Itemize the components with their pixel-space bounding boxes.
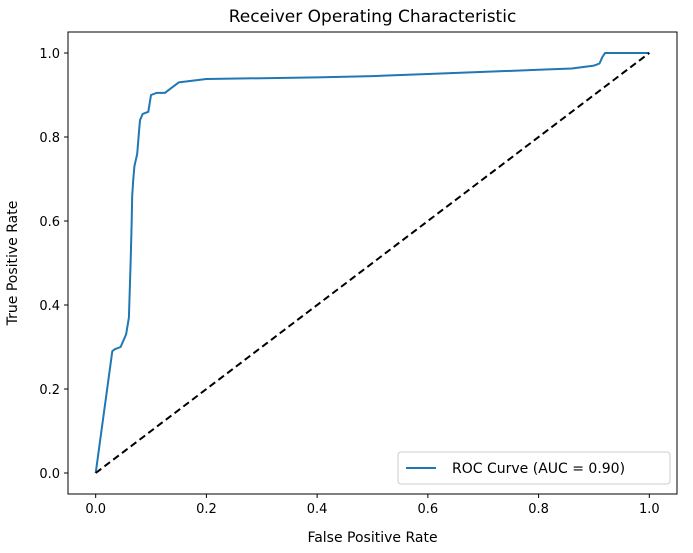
x-axis-label: False Positive Rate — [307, 530, 437, 546]
x-tick-label: 0.0 — [85, 502, 106, 517]
roc-curve-line — [94, 52, 650, 474]
y-tick-label: 0.6 — [39, 215, 60, 230]
plot-area — [67, 31, 678, 495]
y-axis-label: True Positive Rate — [5, 201, 21, 327]
chance-diagonal-line — [95, 52, 650, 474]
y-tick-label: 0.2 — [39, 383, 60, 398]
x-tick-label: 1.0 — [639, 502, 660, 517]
y-tick-label: 0.8 — [39, 131, 60, 146]
x-tick-label: 0.6 — [418, 502, 439, 517]
y-tick-label: 0.0 — [39, 467, 60, 482]
x-tick-label: 0.8 — [528, 502, 549, 517]
y-axis: 0.0 0.2 0.4 0.6 0.8 1.0 — [39, 47, 68, 482]
legend: ROC Curve (AUC = 0.90) — [397, 451, 671, 485]
legend-box — [397, 451, 671, 485]
chart-title: Receiver Operating Characteristic — [229, 7, 517, 27]
x-tick-label: 0.4 — [307, 502, 328, 517]
x-tick-label: 0.2 — [196, 502, 217, 517]
legend-label: ROC Curve (AUC = 0.90) — [452, 461, 625, 477]
plot-frame — [67, 31, 678, 495]
x-axis: 0.0 0.2 0.4 0.6 0.8 1.0 — [85, 494, 660, 517]
y-tick-label: 0.4 — [39, 299, 60, 314]
y-tick-label: 1.0 — [39, 47, 60, 62]
